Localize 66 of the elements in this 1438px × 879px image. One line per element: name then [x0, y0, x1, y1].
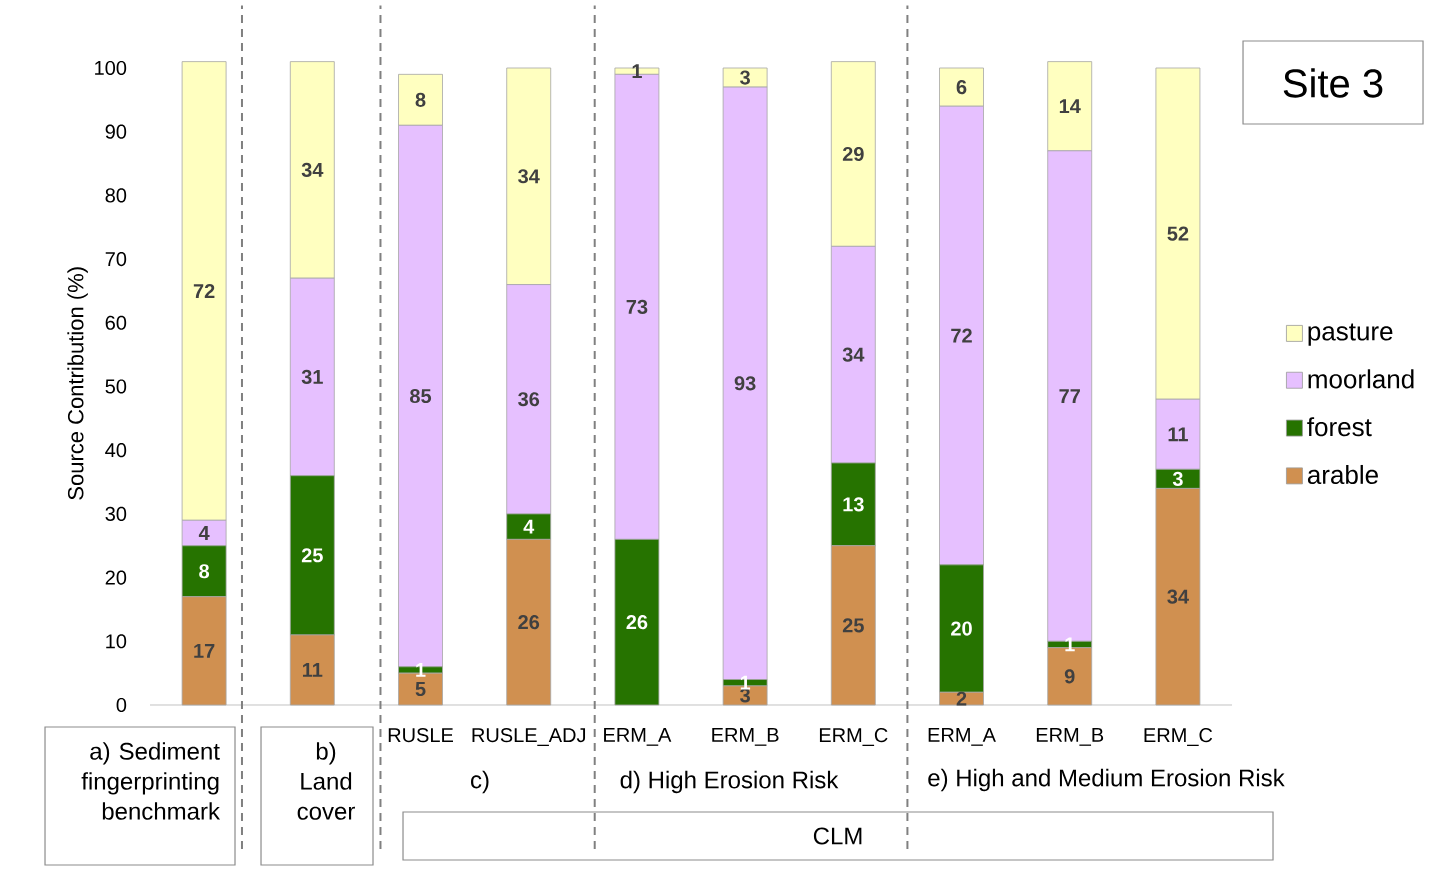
- legend-label: moorland: [1308, 369, 1414, 389]
- data-label: 4: [198, 526, 210, 540]
- text: c): [471, 770, 489, 794]
- text: b) Land cover: [297, 742, 355, 820]
- x-tick-label: ERM_C: [819, 728, 888, 747]
- text: d) High Erosion Risk: [620, 770, 839, 794]
- y-tick-label: 60: [105, 315, 127, 330]
- data-label: 3: [1172, 471, 1183, 486]
- y-tick-label: 10: [106, 634, 127, 649]
- data-label: 72: [951, 328, 972, 343]
- x-tick-label: RUSLE: [388, 728, 453, 743]
- x-tick-label: ERM_C: [1144, 728, 1213, 747]
- x-tick-label: ERM_B: [712, 728, 779, 746]
- data-label: 34: [1167, 589, 1189, 604]
- data-label: 14: [1059, 99, 1081, 114]
- y-tick-label: 40: [105, 443, 127, 458]
- data-label: 34: [301, 162, 324, 177]
- data-label: 34: [518, 169, 540, 184]
- data-label: 8: [415, 92, 426, 107]
- y-axis-title: Source Contribution (%): [67, 267, 88, 500]
- data-label: 25: [301, 548, 323, 563]
- legend-label: arable: [1307, 464, 1378, 485]
- data-label: 52: [1167, 226, 1189, 241]
- data-label: 20: [951, 621, 972, 636]
- data-label: 73: [626, 299, 648, 314]
- y-tick-label: 90: [105, 124, 127, 139]
- data-label: 5: [415, 682, 426, 697]
- data-label: 8: [199, 564, 210, 579]
- data-label: 29: [842, 146, 864, 162]
- data-label: 2: [956, 691, 967, 706]
- data-label: 11: [1168, 427, 1188, 442]
- data-label: 26: [518, 615, 540, 630]
- legend-label: forest: [1307, 417, 1372, 437]
- data-label: 17: [194, 643, 215, 658]
- data-label: 13: [843, 497, 864, 512]
- data-label: 26: [626, 615, 648, 630]
- text: CLM: [813, 827, 862, 845]
- y-tick-label: 70: [105, 252, 127, 267]
- data-label: 3: [740, 70, 750, 85]
- data-label: 34: [842, 347, 865, 362]
- x-tick-label: ERM_A: [604, 728, 672, 746]
- data-label: 77: [1059, 389, 1080, 403]
- data-label: 72: [193, 283, 215, 298]
- text: e) High and Medium Erosion Risk: [928, 768, 1285, 792]
- y-tick-label: 80: [105, 188, 127, 203]
- data-label: 9: [1064, 669, 1075, 684]
- y-tick-label: 20: [105, 570, 127, 585]
- data-label: 93: [734, 376, 756, 391]
- data-label: 25: [842, 618, 864, 633]
- data-label: 1: [632, 64, 642, 79]
- x-tick-label: ERM_A: [928, 728, 996, 746]
- y-tick-label: 50: [105, 379, 127, 394]
- data-label: 4: [523, 519, 535, 534]
- data-label: 11: [302, 663, 323, 677]
- text: a) Sediment fingerprinting benchmark: [81, 742, 221, 820]
- text: Site 3: [1283, 68, 1383, 98]
- x-tick-label: ERM_B: [1036, 728, 1104, 746]
- y-tick-label: 100: [95, 60, 127, 76]
- x-tick-label: RUSLE_ADJ: [472, 728, 586, 747]
- legend-label: pasture: [1308, 323, 1393, 346]
- data-label: 31: [301, 369, 323, 385]
- y-tick-label: 30: [105, 506, 127, 521]
- y-tick-label: 0: [116, 697, 127, 713]
- data-label: 36: [518, 392, 540, 407]
- data-label: 85: [410, 388, 432, 404]
- data-label: 6: [956, 80, 967, 95]
